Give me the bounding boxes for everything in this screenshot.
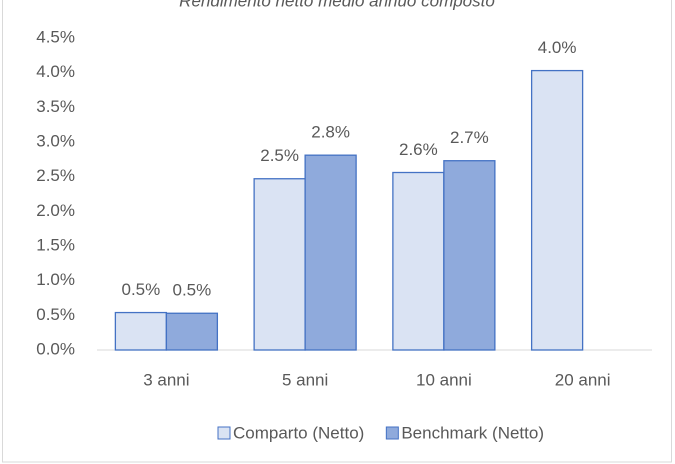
bar (304, 154, 357, 351)
legend-label: Comparto (Netto) (233, 423, 364, 442)
x-tick-label: 3 anni (143, 370, 189, 389)
y-tick-label: 3.5% (36, 97, 75, 116)
y-tick-label: 0.0% (36, 339, 75, 358)
x-tick-label: 5 anni (282, 370, 328, 389)
value-label: 0.5% (173, 281, 212, 300)
y-tick-label: 3.0% (36, 131, 75, 150)
y-tick-label: 4.5% (36, 27, 75, 46)
chart-title: Rendimento netto medio annuo composto (179, 0, 495, 10)
bar (114, 311, 168, 351)
x-tick-label: 20 anni (555, 370, 611, 389)
value-label: 4.0% (538, 38, 577, 57)
value-label: 2.8% (311, 123, 350, 142)
y-tick-label: 2.5% (36, 166, 75, 185)
legend-label: Benchmark (Netto) (401, 423, 544, 442)
y-tick-label: 4.0% (36, 62, 75, 81)
y-tick-label: 1.0% (36, 270, 75, 289)
y-tick-label: 1.5% (36, 235, 75, 254)
legend-swatch (385, 426, 399, 440)
value-label: 0.5% (122, 280, 161, 299)
value-label: 2.5% (260, 146, 299, 165)
y-tick-label: 2.0% (36, 201, 75, 220)
x-tick-label: 10 anni (416, 370, 472, 389)
bar (253, 178, 306, 351)
bar (165, 312, 219, 351)
bar (392, 171, 445, 351)
value-label: 2.6% (399, 140, 438, 159)
y-tick-label: 0.5% (36, 305, 75, 324)
bar (443, 160, 496, 351)
legend-swatch (217, 426, 231, 440)
value-label: 2.7% (450, 128, 489, 147)
bar (530, 69, 584, 351)
